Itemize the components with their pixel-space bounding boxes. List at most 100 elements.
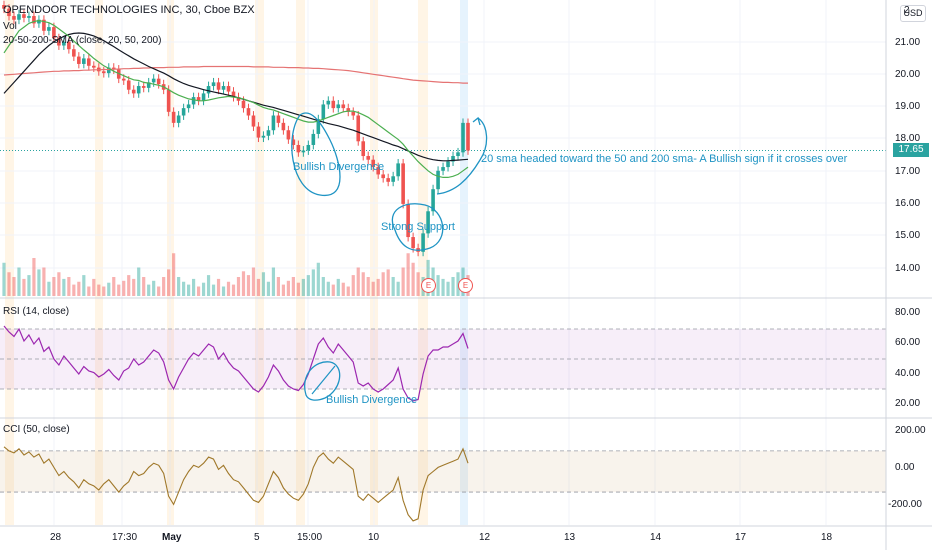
volume-bar xyxy=(37,269,41,296)
volume-bar xyxy=(201,282,206,296)
earnings-marker[interactable]: E xyxy=(421,278,436,293)
candle-body xyxy=(391,176,395,182)
candle-body xyxy=(27,16,31,18)
cci-panel-plot[interactable] xyxy=(0,446,886,522)
candle-body xyxy=(301,150,306,153)
volume-bar xyxy=(87,286,91,296)
volume-bar xyxy=(346,286,350,296)
candle-body xyxy=(366,156,371,160)
candle-body xyxy=(7,8,11,17)
cci-tick: -200.00 xyxy=(888,499,922,510)
volume-bar xyxy=(216,278,221,296)
candle-body xyxy=(166,89,171,112)
volume-bars xyxy=(2,253,470,296)
cci-indicator-label[interactable]: CCI (50, close) xyxy=(3,424,70,435)
volume-bar xyxy=(127,275,131,296)
volume-bar xyxy=(137,267,141,296)
volume-bar xyxy=(266,281,271,296)
candle-body xyxy=(216,82,221,90)
volume-bar xyxy=(351,275,355,296)
rsi-line xyxy=(3,325,469,402)
rsi-panel-plot[interactable] xyxy=(0,325,886,402)
volume-indicator-label[interactable]: Vol xyxy=(3,21,17,32)
earnings-marker[interactable]: E xyxy=(458,278,473,293)
candle-body xyxy=(386,178,390,182)
candle-body xyxy=(77,56,81,64)
candle-body xyxy=(236,97,241,101)
volume-bar xyxy=(142,277,146,296)
candle-body xyxy=(406,203,410,238)
annotation-strong-support[interactable]: Strong Support xyxy=(381,221,455,233)
volume-bar xyxy=(221,286,226,296)
rsi-tick: 60.00 xyxy=(895,337,921,348)
price-candles[interactable] xyxy=(2,0,470,257)
price-tick: 15.00 xyxy=(895,230,921,241)
currency-button[interactable]: USD xyxy=(900,5,926,22)
candle-body xyxy=(211,82,216,87)
volume-bar xyxy=(27,275,31,296)
candle-body xyxy=(291,139,296,145)
volume-bar xyxy=(77,281,81,296)
cci-line xyxy=(3,446,469,522)
volume-bar xyxy=(331,284,335,296)
volume-bar xyxy=(246,275,251,296)
candle-body xyxy=(17,14,21,20)
candle-body xyxy=(12,16,16,20)
candle-body xyxy=(316,119,321,134)
candle-body xyxy=(196,97,201,101)
time-label: May xyxy=(162,532,182,543)
divergence-circle xyxy=(291,112,341,196)
candle-body xyxy=(37,19,41,24)
volume-bar xyxy=(376,278,380,296)
candle-body xyxy=(376,167,380,175)
candle-body xyxy=(271,115,276,131)
candle-body xyxy=(57,38,61,46)
candle-body xyxy=(221,86,226,90)
candle-body xyxy=(451,156,455,162)
volume-bar xyxy=(122,280,126,296)
price-tick: 19.00 xyxy=(895,101,921,112)
candle-body xyxy=(171,111,176,123)
volume-bar xyxy=(306,275,310,296)
candle-body xyxy=(226,86,231,92)
volume-bar xyxy=(341,282,345,296)
hand-drawn-annotations[interactable] xyxy=(291,112,488,401)
volume-bar xyxy=(206,275,211,296)
rsi-indicator-label[interactable]: RSI (14, close) xyxy=(3,306,70,317)
candle-body xyxy=(92,65,96,68)
support-circle xyxy=(391,203,444,251)
candle-body xyxy=(361,141,366,157)
candle-body xyxy=(281,122,286,131)
volume-bar xyxy=(42,267,46,296)
annotation-bullish-divergence-price[interactable]: Bullish Divergence xyxy=(293,161,385,173)
volume-bar xyxy=(301,278,305,296)
candle-body xyxy=(47,27,51,31)
volume-bar xyxy=(356,267,360,296)
price-tick: 14.00 xyxy=(895,263,921,274)
current-session-band xyxy=(460,0,468,525)
candle-body xyxy=(331,100,336,109)
sma-lines[interactable] xyxy=(3,19,469,178)
volume-bar xyxy=(12,277,16,296)
time-label: 5 xyxy=(254,532,260,543)
symbol-title[interactable]: OPENDOOR TECHNOLOGIES INC, 30, Cboe BZX xyxy=(3,4,255,16)
sma-indicator-label[interactable]: 20-50-200-SMA (close, 20, 50, 200) xyxy=(3,35,162,46)
price-tick: 21.00 xyxy=(895,37,921,48)
annotation-sma-note[interactable]: 20 sma headed toward the 50 and 200 sma-… xyxy=(481,153,848,165)
candle-body xyxy=(231,91,236,98)
volume-bar xyxy=(117,284,121,296)
volume-bar xyxy=(7,272,11,296)
cci-tick: 200.00 xyxy=(895,425,926,436)
volume-bar xyxy=(276,277,281,296)
sma20-line xyxy=(3,19,469,178)
rsi-tick: 20.00 xyxy=(895,398,921,409)
volume-bar xyxy=(191,278,196,296)
volume-bar xyxy=(226,281,231,296)
candle-body xyxy=(131,89,136,94)
volume-bar xyxy=(2,262,6,296)
volume-bar xyxy=(67,277,71,296)
annotation-bullish-divergence-rsi[interactable]: Bullish Divergence xyxy=(326,394,418,406)
volume-bar xyxy=(411,262,415,296)
volume-bar xyxy=(311,269,315,296)
